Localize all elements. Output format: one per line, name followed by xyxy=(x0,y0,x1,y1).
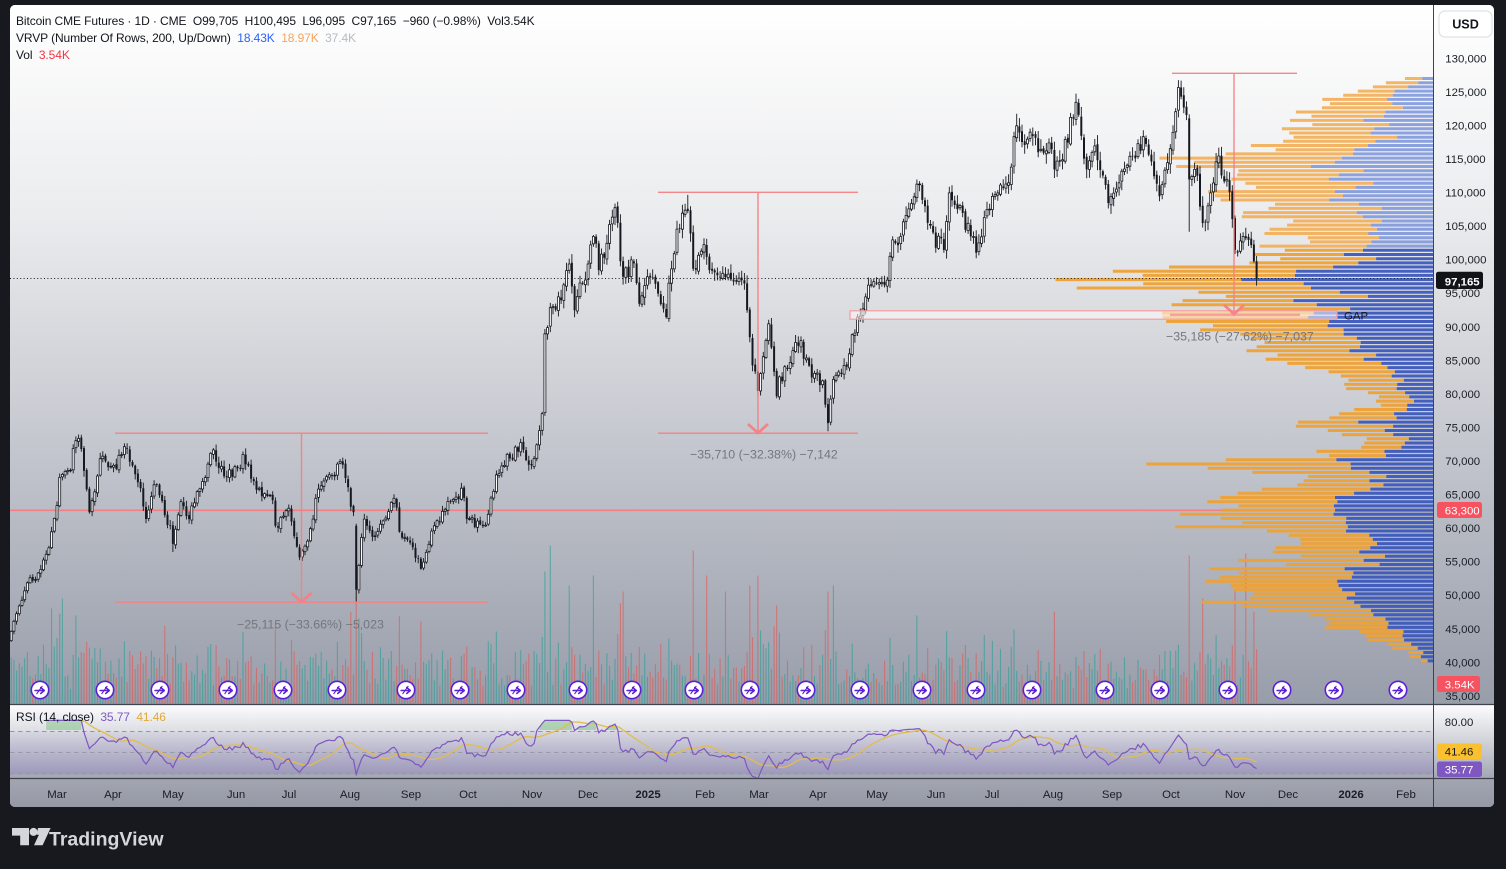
svg-text:Jul: Jul xyxy=(985,789,1000,801)
svg-text:Jun: Jun xyxy=(927,789,945,801)
svg-text:May: May xyxy=(162,789,184,801)
svg-text:63,300: 63,300 xyxy=(1445,506,1480,518)
svg-text:Nov: Nov xyxy=(1225,789,1246,801)
svg-text:90,000: 90,000 xyxy=(1445,322,1480,334)
svg-text:Jul: Jul xyxy=(282,789,297,801)
svg-text:55,000: 55,000 xyxy=(1445,557,1480,569)
svg-text:70,000: 70,000 xyxy=(1445,456,1480,468)
svg-text:Aug: Aug xyxy=(1043,789,1063,801)
svg-text:Mar: Mar xyxy=(47,789,67,801)
svg-text:Apr: Apr xyxy=(104,789,122,801)
svg-text:130,000: 130,000 xyxy=(1445,53,1486,65)
svg-text:85,000: 85,000 xyxy=(1445,355,1480,367)
svg-text:Sep: Sep xyxy=(401,789,421,801)
svg-text:35,000: 35,000 xyxy=(1445,691,1480,703)
svg-text:VRVP (Number Of Rows, 200, Up/: VRVP (Number Of Rows, 200, Up/Down) 18.4… xyxy=(16,31,356,45)
svg-text:110,000: 110,000 xyxy=(1445,188,1485,200)
svg-text:Bitcoin CME Futures · 1D · CME: Bitcoin CME Futures · 1D · CME O99,705 H… xyxy=(16,14,535,28)
svg-text:Nov: Nov xyxy=(522,789,543,801)
svg-text:2026: 2026 xyxy=(1338,789,1363,801)
svg-text:80.00: 80.00 xyxy=(1445,717,1474,729)
svg-text:Vol 3.54K: Vol 3.54K xyxy=(16,48,70,62)
svg-text:105,000: 105,000 xyxy=(1445,221,1486,233)
svg-text:65,000: 65,000 xyxy=(1445,490,1480,502)
svg-text:115,000: 115,000 xyxy=(1445,154,1485,166)
svg-text:May: May xyxy=(866,789,888,801)
svg-text:Dec: Dec xyxy=(578,789,599,801)
svg-text:Aug: Aug xyxy=(340,789,360,801)
svg-text:USD: USD xyxy=(1452,18,1479,32)
svg-text:Mar: Mar xyxy=(749,789,769,801)
svg-text:2025: 2025 xyxy=(635,789,661,801)
svg-text:−35,185 (−27.62%) −7,037: −35,185 (−27.62%) −7,037 xyxy=(1166,330,1314,344)
svg-text:Feb: Feb xyxy=(695,789,715,801)
svg-text:60,000: 60,000 xyxy=(1445,523,1480,535)
svg-text:−25,115 (−33.66%) −5,023: −25,115 (−33.66%) −5,023 xyxy=(237,618,384,632)
svg-text:Sep: Sep xyxy=(1102,789,1122,801)
svg-text:125,000: 125,000 xyxy=(1445,87,1486,99)
svg-text:3.54K: 3.54K xyxy=(1445,680,1475,692)
svg-text:RSI (14, close) 35.77 41.46: RSI (14, close) 35.77 41.46 xyxy=(16,710,166,724)
svg-text:50,000: 50,000 xyxy=(1445,590,1480,602)
svg-text:75,000: 75,000 xyxy=(1445,422,1480,434)
svg-text:GAP: GAP xyxy=(1344,311,1368,323)
svg-text:80,000: 80,000 xyxy=(1445,389,1480,401)
svg-text:Oct: Oct xyxy=(459,789,478,801)
svg-text:45,000: 45,000 xyxy=(1445,624,1480,636)
svg-text:100,000: 100,000 xyxy=(1445,255,1486,267)
svg-text:TradingView: TradingView xyxy=(49,829,164,851)
svg-text:Feb: Feb xyxy=(1396,789,1416,801)
svg-text:Jun: Jun xyxy=(227,789,245,801)
svg-text:40,000: 40,000 xyxy=(1445,657,1480,669)
svg-text:Dec: Dec xyxy=(1278,789,1299,801)
svg-text:95,000: 95,000 xyxy=(1445,288,1480,300)
svg-text:41.46: 41.46 xyxy=(1445,747,1474,759)
svg-text:−35,710 (−32.38%) −7,142: −35,710 (−32.38%) −7,142 xyxy=(690,448,838,462)
svg-text:120,000: 120,000 xyxy=(1445,120,1486,132)
svg-text:97,165: 97,165 xyxy=(1445,276,1481,288)
svg-text:Oct: Oct xyxy=(1162,789,1181,801)
svg-text:35.77: 35.77 xyxy=(1445,765,1474,777)
svg-text:Apr: Apr xyxy=(809,789,827,801)
